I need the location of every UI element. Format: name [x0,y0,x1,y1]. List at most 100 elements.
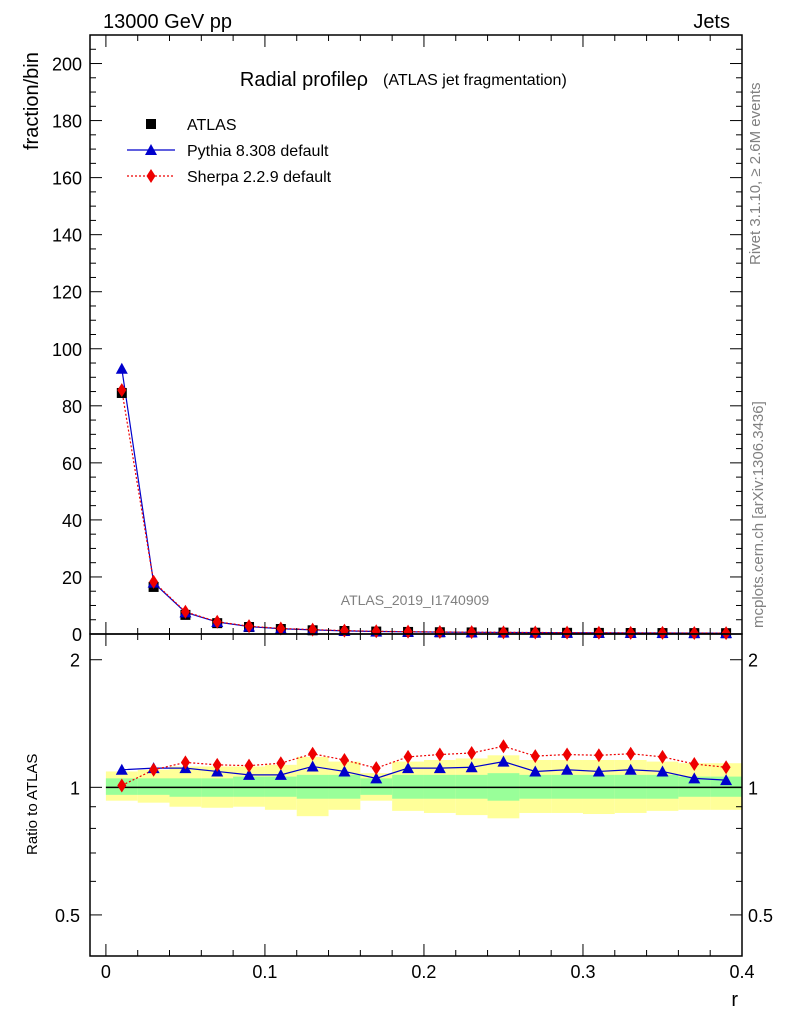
y-tick-label: 60 [62,454,82,474]
category-label: Jets [693,11,730,33]
data-point-diamond [562,625,572,640]
y-tick-label: 180 [52,112,82,132]
data-point-diamond [689,626,699,641]
ratio-point-diamond [467,745,477,760]
ratio-y-tick-label-right: 1 [748,778,758,798]
data-point-diamond [594,625,604,640]
ratio-point-diamond [117,778,127,793]
x-tick-label: 0 [101,962,111,982]
ratio-point-diamond [244,758,254,773]
ratio-point-diamond [626,746,636,761]
ratio-point-diamond [371,761,381,776]
data-point-diamond [721,626,731,641]
legend-label: ATLAS [187,117,237,134]
ratio-point-triangle [338,765,351,777]
data-point-diamond [435,624,445,639]
ratio-plot-panel: 0.5 0.5 1 1 2 2 0 0.1 0.2 0.3 0.4 Ratio to ATLAS r [24,633,773,1011]
data-point-diamond [244,619,254,634]
y-axis-label-main: fraction/bin [21,52,43,150]
plot-subtitle: (ATLAS jet fragmentation) [383,72,567,89]
ratio-point-triangle [688,772,701,784]
y-tick-label: 140 [52,226,82,246]
analysis-watermark: ATLAS_2019_I1740909 [341,592,490,608]
y-tick-label: 100 [52,340,82,360]
y-tick-label: 40 [62,511,82,531]
data-point-diamond [180,604,190,619]
ratio-point-triangle [370,772,383,784]
ratio-point-triangle [306,760,319,772]
ratio-point-diamond [435,747,445,762]
x-tick-label: 0.4 [729,962,754,982]
ratio-point-diamond [530,749,540,764]
data-point-diamond [371,624,381,639]
data-point-diamond [530,625,540,640]
energy-label: 13000 GeV pp [103,11,232,33]
ratio-point-diamond [180,755,190,770]
data-point-diamond [308,622,318,637]
data-point-diamond [498,625,508,640]
data-point-diamond [149,574,159,589]
ratio-point-diamond [308,746,318,761]
ratio-point-diamond [594,748,604,763]
legend-marker-triangle [145,144,157,155]
data-point-diamond [626,625,636,640]
ratio-point-diamond [721,760,731,775]
ratio-line-diamond [121,745,727,787]
ratio-point-diamond [403,749,413,764]
ratio-point-diamond [562,747,572,762]
main-plot-panel: 0 20 40 60 80 100 120 140 160 180 200 Radial profi… [21,34,743,645]
y-tick-label: 160 [52,169,82,189]
x-tick-label: 0.1 [252,962,277,982]
ratio-point-triangle [274,768,287,780]
data-point-diamond [403,624,413,639]
data-point-diamond [467,625,477,640]
y-tick-label: 120 [52,283,82,303]
rivet-label: Rivet 3.1.10, ≥ 2.6M events [747,83,764,266]
y-tick-label: 200 [52,55,82,75]
ratio-point-diamond [498,739,508,754]
ratio-point-triangle [115,763,128,775]
ratio-point-triangle [561,763,574,775]
ratio-y-tick-label: 1 [70,778,80,798]
legend-label: Sherpa 2.2.9 default [187,169,332,186]
ratio-point-diamond [689,757,699,772]
ratio-line-triangle [121,760,727,781]
series-line-diamond [121,390,727,634]
data-point-diamond [117,383,127,398]
data-point-diamond [276,621,286,636]
ratio-point-triangle [465,761,478,773]
data-point-diamond [212,614,222,629]
ratio-y-tick-label-right: 2 [748,651,758,671]
ratio-point-diamond [339,753,349,768]
ratio-y-tick-label-right: 0.5 [748,906,773,926]
x-tick-label: 0.2 [411,962,436,982]
ratio-point-triangle [402,762,415,774]
ratio-point-triangle [529,765,542,777]
ratio-point-triangle [720,774,733,786]
y-tick-label: 80 [62,397,82,417]
y-axis-label-ratio: Ratio to ATLAS [24,754,41,855]
ratio-plot-frame [89,633,743,957]
legend-label: Pythia 8.308 default [187,143,329,160]
legend: ATLAS Pythia 8.308 default Sherpa 2.2.9 de… [127,117,332,186]
data-point-diamond [657,625,667,640]
ratio-point-diamond [212,757,222,772]
y-tick-label: 20 [62,568,82,588]
ratio-point-triangle [656,765,669,777]
x-axis-label: r [731,989,738,1011]
source-label: mcplots.cern.ch [arXiv:1306.3436] [750,401,767,628]
ratio-point-triangle [592,765,605,777]
y-tick-label: 0 [72,625,82,645]
ratio-point-diamond [276,756,286,771]
ratio-point-triangle [433,762,446,774]
x-tick-label: 0.3 [570,962,595,982]
ratio-y-tick-label: 2 [70,651,80,671]
ratio-y-tick-label: 0.5 [55,906,80,926]
ratio-point-triangle [624,763,637,775]
ratio-point-diamond [657,749,667,764]
data-point-triangle [115,362,128,374]
legend-marker-diamond [146,169,156,183]
ratio-point-triangle [243,768,256,780]
legend-marker-square [146,119,156,129]
